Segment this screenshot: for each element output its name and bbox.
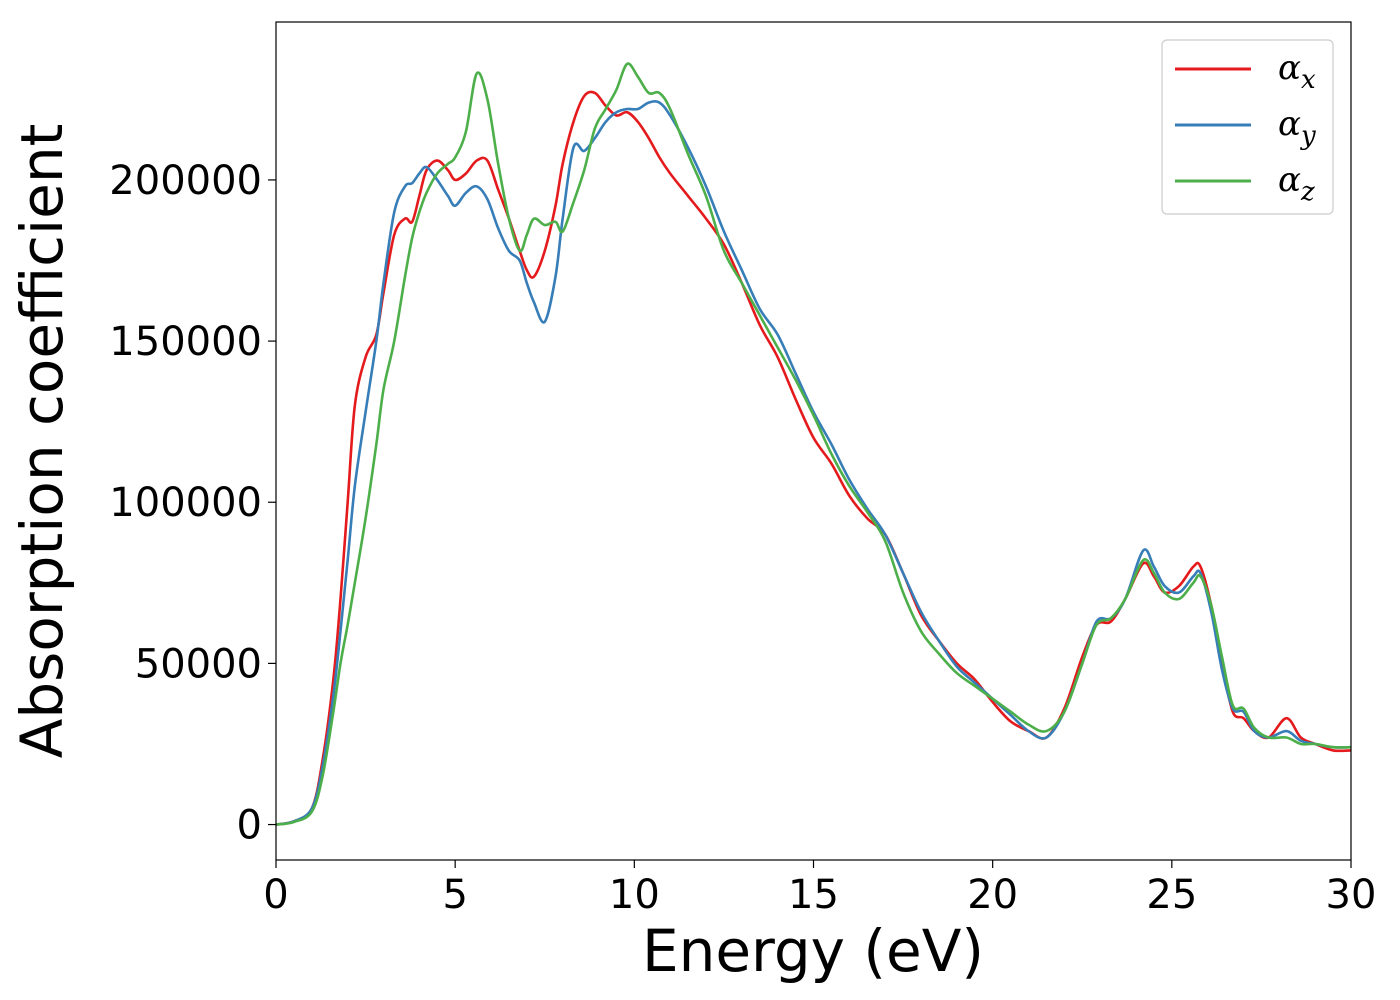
legend-frame bbox=[1161, 39, 1334, 215]
x-tick-label: 15 bbox=[788, 872, 839, 918]
legend-label-y: αy bbox=[1278, 104, 1316, 151]
y-axis-title: Absorption coefficient bbox=[8, 124, 76, 759]
x-tick-label: 20 bbox=[967, 872, 1018, 918]
series-layer bbox=[275, 62, 1352, 826]
x-tick-label: 10 bbox=[609, 872, 660, 918]
x-tick-label: 30 bbox=[1326, 872, 1377, 918]
legend-label-z: αz bbox=[1278, 160, 1315, 207]
x-tick-label: 0 bbox=[263, 872, 288, 918]
legend-label-x: αx bbox=[1278, 48, 1316, 95]
y-tick-label: 50000 bbox=[135, 641, 262, 687]
x-tick-label: 5 bbox=[442, 872, 467, 918]
y-tick-label: 100000 bbox=[109, 480, 262, 526]
series-line-y bbox=[275, 100, 1352, 826]
series-line-z bbox=[275, 62, 1352, 826]
y-axis-ticks: 0 50000 100000 150000 200000 bbox=[109, 158, 276, 849]
legend: αx αy αz bbox=[1161, 39, 1334, 215]
x-axis-ticks: 0 5 10 15 20 25 30 bbox=[263, 860, 1376, 918]
x-axis-title: Energy (eV) bbox=[642, 917, 984, 985]
y-tick-label: 150000 bbox=[109, 319, 262, 365]
y-tick-label: 200000 bbox=[109, 158, 262, 204]
x-tick-label: 25 bbox=[1146, 872, 1197, 918]
legend-entries: αx αy αz bbox=[1175, 48, 1316, 207]
y-tick-label: 0 bbox=[237, 803, 262, 849]
